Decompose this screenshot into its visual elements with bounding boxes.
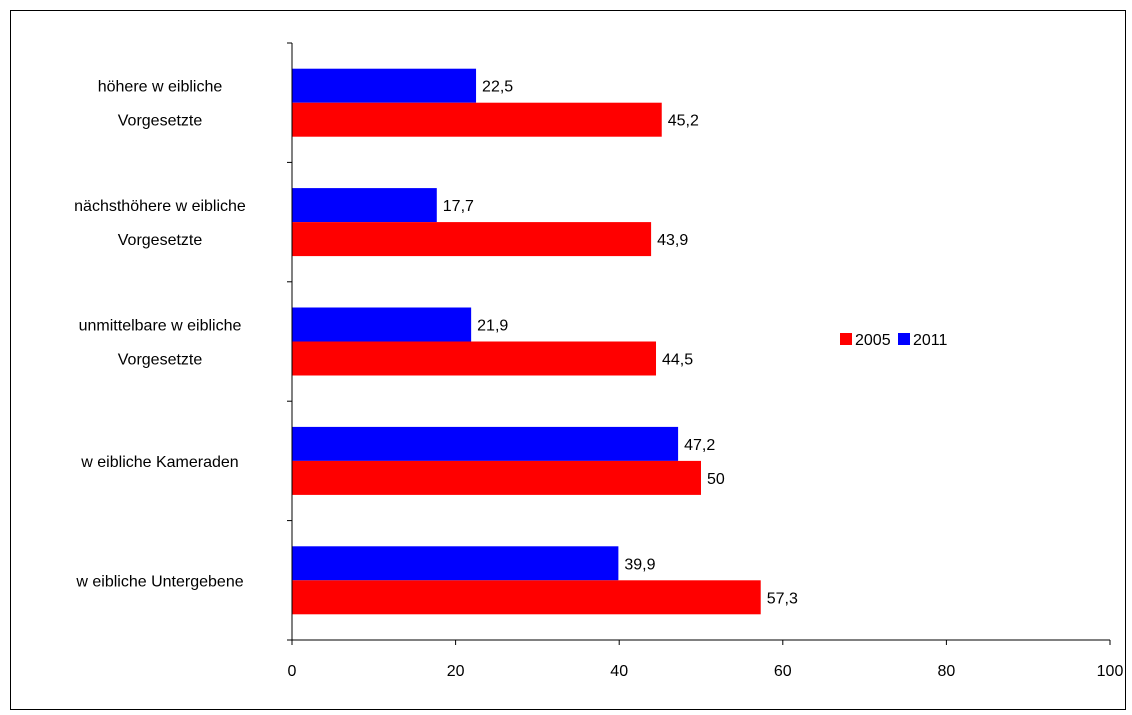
bar-2011-1 — [292, 68, 477, 103]
category-label-1-line-1: höhere w eibliche — [98, 79, 223, 96]
bar-2011-2 — [292, 188, 437, 223]
data-label-2011-3: 21,9 — [477, 318, 508, 335]
legend-swatch-2005 — [840, 333, 852, 345]
data-label-2005-5: 57,3 — [767, 590, 798, 607]
data-label-2005-2: 43,9 — [657, 232, 688, 249]
x-tick-label-80: 80 — [938, 663, 956, 680]
x-tick-label-40: 40 — [610, 663, 628, 680]
category-label-1-line-2: Vorgesetzte — [118, 113, 203, 130]
x-tick-label-100: 100 — [1097, 663, 1124, 680]
legend-swatch-2011 — [898, 333, 910, 345]
bar-2011-4 — [292, 426, 679, 461]
data-label-2011-2: 17,7 — [443, 198, 474, 215]
category-label-2-line-1: nächsthöhere w eibliche — [74, 198, 246, 215]
data-label-2005-4: 50 — [707, 471, 725, 488]
bar-2005-5 — [292, 580, 761, 615]
bar-2005-2 — [292, 222, 652, 257]
category-label-4: w eibliche Kameraden — [80, 454, 238, 471]
category-label-5: w eibliche Untergebene — [75, 573, 243, 590]
category-label-3-line-1: unmittelbare w eibliche — [79, 318, 242, 335]
category-label-2-line-2: Vorgesetzte — [118, 232, 203, 249]
bar-2005-1 — [292, 102, 662, 137]
data-label-2005-3: 44,5 — [662, 352, 693, 369]
x-tick-label-60: 60 — [774, 663, 792, 680]
bar-2005-4 — [292, 460, 701, 495]
data-label-2011-4: 47,2 — [684, 437, 715, 454]
category-label-3-line-2: Vorgesetzte — [118, 352, 203, 369]
bar-2005-3 — [292, 341, 657, 376]
bar-2011-5 — [292, 546, 619, 581]
legend-label-2005: 2005 — [855, 332, 891, 349]
legend-label-2011: 2011 — [913, 332, 948, 349]
data-label-2005-1: 45,2 — [668, 113, 699, 130]
data-label-2011-1: 22,5 — [482, 79, 513, 96]
bar-2011-3 — [292, 307, 472, 342]
data-label-2011-5: 39,9 — [624, 556, 655, 573]
x-tick-label-0: 0 — [288, 663, 297, 680]
x-tick-label-20: 20 — [447, 663, 465, 680]
